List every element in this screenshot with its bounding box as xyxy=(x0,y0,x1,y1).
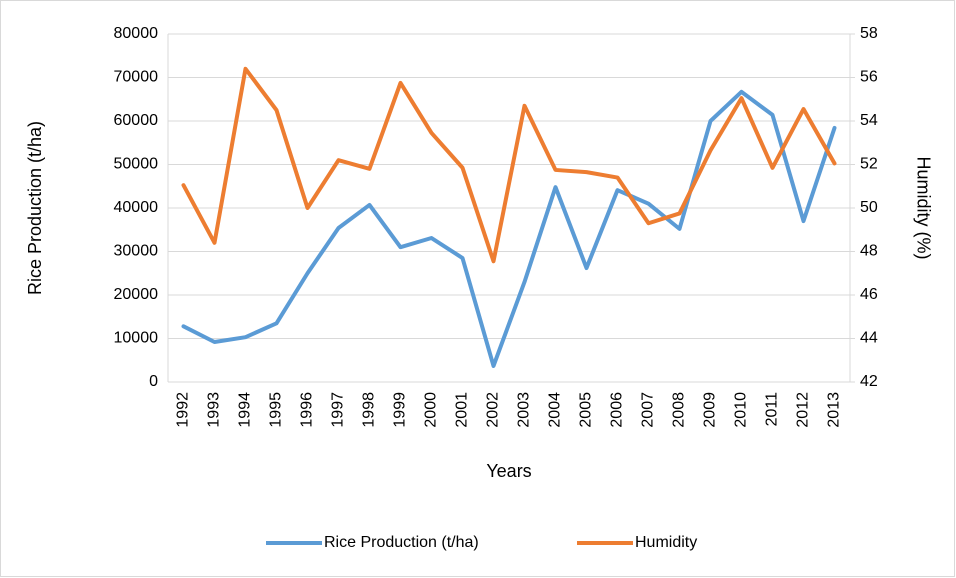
y2-tick-label: 44 xyxy=(860,330,878,347)
x-tick-label: 1993 xyxy=(206,392,223,428)
y2-tick-label: 58 xyxy=(860,25,878,42)
y-tick-label: 30000 xyxy=(114,243,159,260)
y2-tick-label: 48 xyxy=(860,243,878,260)
y-axis-title: Rice Production (t/ha) xyxy=(25,121,45,295)
x-tick-label: 2008 xyxy=(671,392,688,428)
x-tick-label: 2006 xyxy=(609,392,626,428)
x-tick-label: 2005 xyxy=(578,392,595,428)
x-tick-label: 1995 xyxy=(268,392,285,428)
x-tick-label: 2009 xyxy=(702,392,719,428)
y-tick-label: 50000 xyxy=(114,156,159,173)
legend-label: Rice Production (t/ha) xyxy=(324,534,479,551)
x-tick-label: 2002 xyxy=(485,392,502,428)
x-tick-label: 1999 xyxy=(392,392,409,428)
x-tick-label: 2004 xyxy=(547,392,564,428)
y-tick-label: 40000 xyxy=(114,199,159,216)
y-tick-label: 20000 xyxy=(114,286,159,303)
y-tick-label: 80000 xyxy=(114,25,159,42)
legend-label: Humidity xyxy=(635,534,697,551)
y-tick-label: 0 xyxy=(149,373,158,390)
y2-axis-title: Humidity (%) xyxy=(913,156,933,259)
x-tick-label: 2010 xyxy=(733,392,750,428)
x-tick-label: 2001 xyxy=(454,392,471,428)
x-axis-title: Years xyxy=(486,461,531,481)
y-tick-label: 10000 xyxy=(114,330,159,347)
x-tick-label: 1992 xyxy=(175,392,192,428)
y2-tick-label: 50 xyxy=(860,199,878,216)
y-tick-label: 60000 xyxy=(114,112,159,129)
y2-tick-label: 52 xyxy=(860,156,878,173)
y2-tick-label: 46 xyxy=(860,286,878,303)
y2-tick-label: 54 xyxy=(860,112,878,129)
x-tick-label: 2003 xyxy=(516,392,533,428)
x-tick-label: 2013 xyxy=(826,392,843,428)
x-tick-label: 1994 xyxy=(237,392,254,428)
series-line xyxy=(181,66,837,264)
y-tick-label: 70000 xyxy=(114,69,159,86)
x-tick-label: 2000 xyxy=(423,392,440,428)
x-tick-label: 1997 xyxy=(330,392,347,428)
y2-tick-label: 56 xyxy=(860,69,878,86)
x-tick-label: 2011 xyxy=(764,392,781,427)
series-line xyxy=(181,89,837,368)
x-tick-label: 1996 xyxy=(299,392,316,428)
x-tick-label: 2007 xyxy=(640,392,657,428)
x-tick-label: 2012 xyxy=(795,392,812,428)
y2-tick-label: 42 xyxy=(860,373,878,390)
x-tick-label: 1998 xyxy=(361,392,378,428)
